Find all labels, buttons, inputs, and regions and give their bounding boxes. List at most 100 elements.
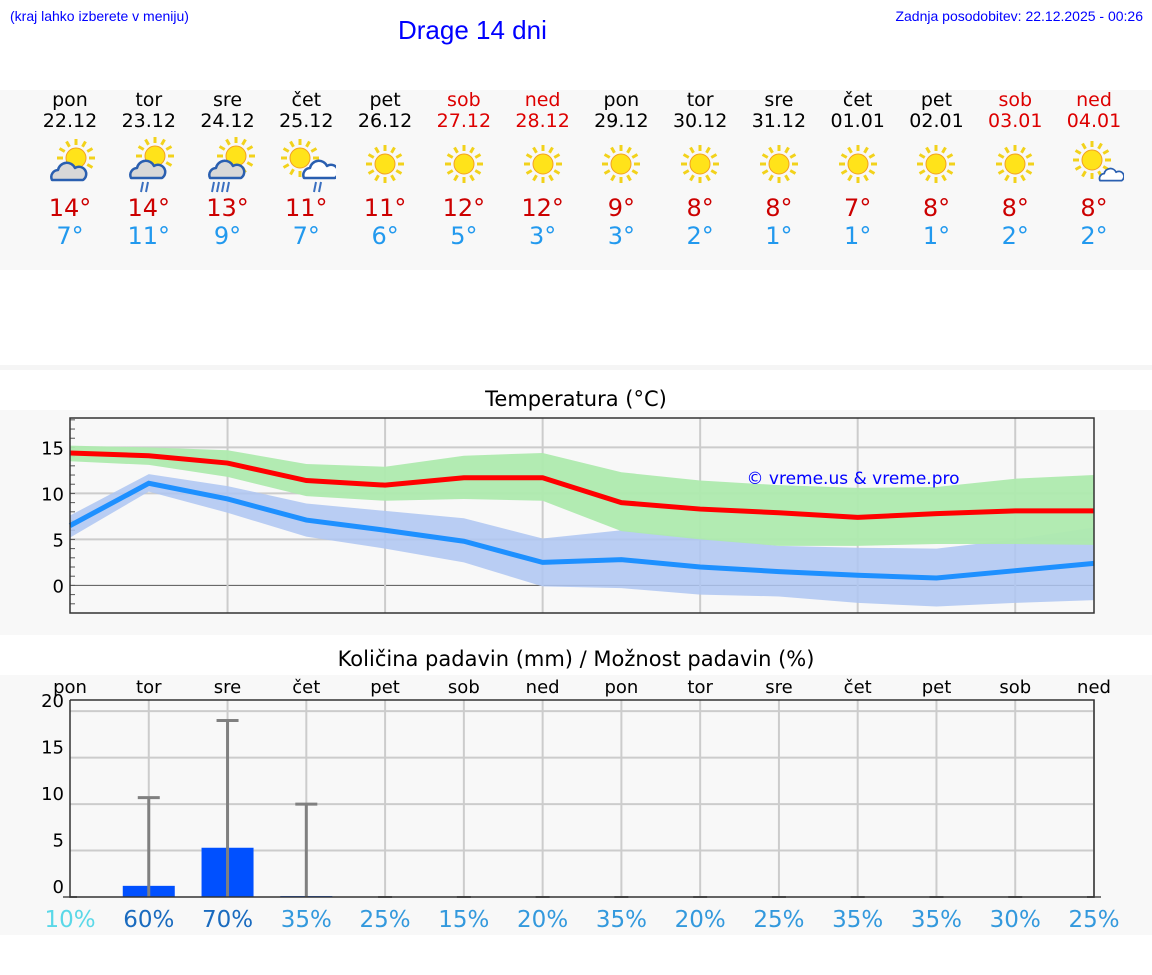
day-date: 30.12 [672,110,728,132]
day-column: sob 27.12 12° 5° [425,90,503,250]
day-name: pet [369,89,401,111]
location-hint[interactable]: (kraj lahko izberete v meniju) [10,8,189,24]
max-temperature: 12° [442,194,486,222]
sunny-icon [996,145,1035,183]
sun-cloud-rain-icon [281,139,337,193]
min-point [857,574,859,576]
precipitation-probability: 25% [1068,907,1119,933]
min-temperature: 7° [292,222,320,250]
max-point [542,477,544,479]
max-temperature: 7° [844,194,872,222]
day-column: pon 29.12 9° 3° [582,90,660,250]
min-temperature: 1° [922,222,951,250]
sunny-icon [444,145,483,183]
x-day-label: sob [448,677,480,698]
min-temperature: 7° [56,222,84,250]
precipitation-probability: 60% [123,907,174,933]
y-tick-label: 15 [41,738,64,759]
day-date: 22.12 [42,110,98,132]
max-point [1014,510,1016,512]
y-tick-label: 0 [53,576,64,597]
min-point [227,498,229,500]
x-day-label: čet [292,677,320,698]
min-point [935,577,937,579]
max-temperature: 8° [1001,194,1029,222]
x-day-label: sob [999,677,1031,698]
max-point [384,484,386,486]
min-point [542,561,544,563]
watermark: © vreme.us & vreme.pro [746,469,959,489]
day-name: tor [686,89,714,111]
x-day-label: ned [526,677,560,698]
x-day-label: pon [604,677,638,698]
min-point [699,566,701,568]
max-temperature-line [69,450,1095,520]
day-date: 31.12 [751,110,807,132]
day-column: tor 30.12 8° 2° [661,90,739,250]
min-temperature-line [68,480,1095,581]
x-day-label: čet [844,677,872,698]
day-column: sre 24.12 13° 9° [189,90,267,250]
min-temperature: 3° [528,222,557,250]
day-column: ned 28.12 12° 3° [504,90,582,250]
x-day-label: pon [53,677,87,698]
day-name: čet [842,89,873,111]
temperature-chart-title: Temperatura (°C) [485,387,667,411]
min-temperature: 1° [844,222,872,250]
day-column: čet 01.01 7° 1° [819,90,897,250]
sunny-icon [917,145,956,183]
y-tick-label: 0 [53,877,64,898]
precipitation-probability: 35% [596,907,647,933]
min-point [384,529,386,531]
y-tick-label: 20 [41,691,64,712]
min-temperature: 2° [1001,222,1029,250]
precipitation-chart-title: Količina padavin (mm) / Možnost padavin … [337,647,815,671]
x-day-label: tor [687,677,713,698]
max-temperature: 11° [285,194,328,222]
x-day-label: pet [922,677,952,698]
last-updated: Zadnja posodobitev: 22.12.2025 - 00:26 [895,8,1143,24]
max-point [778,512,780,514]
max-temperature: 12° [521,194,564,222]
precipitation-probability: 15% [438,907,489,933]
partly-cloudy-icon [50,139,95,182]
sunny-icon [602,145,641,183]
min-temperature: 2° [686,222,714,250]
max-point [620,502,622,504]
y-tick-label: 5 [53,831,64,852]
precipitation-probability: 35% [832,907,883,933]
max-temperature: 11° [363,194,407,222]
y-tick-label: 5 [53,530,64,551]
max-temperature: 9° [607,194,636,222]
day-date: 28.12 [515,110,570,132]
day-name: čet [291,89,322,111]
x-day-label: pet [370,677,400,698]
day-name: sre [213,89,243,111]
x-day-label: ned [1077,677,1111,698]
day-column: pet 26.12 11° 6° [346,90,424,250]
sunny-icon [838,145,877,183]
min-temperature: 1° [765,222,793,250]
day-name: ned [1076,89,1112,111]
divider [0,365,1152,370]
x-day-label: tor [136,677,162,698]
max-point [148,455,150,457]
max-point [699,508,701,510]
max-temperature: 13° [206,194,249,222]
day-date: 03.01 [988,110,1043,132]
partly-cloudy-heavy-rain-icon [207,137,255,193]
max-point [857,516,859,518]
day-name: pon [603,89,640,111]
precipitation-probability: 70% [202,907,253,933]
max-point [227,462,229,464]
min-temperature: 2° [1080,222,1108,250]
min-point [1014,570,1016,572]
plot-frame [69,417,1095,614]
day-date: 04.01 [1066,110,1122,132]
temperature-chart: 0 5 10 15 © vreme.us & vreme.pro [41,417,1095,614]
day-name: pon [52,89,88,111]
min-temperature: 6° [371,222,399,250]
day-date: 23.12 [121,110,176,132]
sunny-icon [759,145,798,183]
max-temperature: 8° [765,194,793,222]
